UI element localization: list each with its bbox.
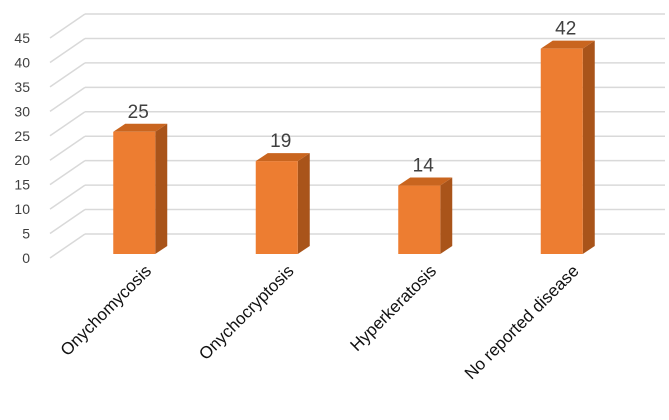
gridline-depth — [49, 62, 86, 88]
data-label: 19 — [270, 131, 291, 152]
category-label: No reported disease — [461, 261, 583, 383]
gridline-depth — [49, 37, 86, 64]
y-tick-label: 5 — [22, 226, 30, 242]
bar-side — [297, 153, 310, 254]
bar-top — [398, 177, 453, 186]
category-label: Onychomycosis — [57, 261, 155, 359]
x-axis-category-labels: Onychomycosis Onychocryptosis Hyperkeratos… — [57, 261, 583, 383]
y-tick-label: 40 — [14, 54, 30, 70]
data-labels: 25 19 14 42 — [128, 19, 577, 177]
data-label: 14 — [413, 156, 435, 177]
bar — [255, 161, 298, 254]
category-label: Onychocryptosis — [195, 261, 297, 363]
bar-top — [113, 123, 168, 132]
y-tick-label: 20 — [14, 152, 30, 168]
gridline-depth — [49, 111, 86, 137]
y-tick-label: 30 — [14, 103, 30, 119]
gridline-depth — [49, 135, 86, 161]
category-label: Hyperkeratosis — [346, 261, 440, 355]
y-tick-label: 10 — [14, 201, 30, 217]
bar — [398, 185, 441, 254]
gridline-depth — [49, 13, 86, 39]
bar-top — [540, 40, 595, 49]
bar-side — [582, 40, 595, 254]
bar — [540, 48, 583, 254]
bar-top — [255, 153, 310, 162]
gridline-depth — [49, 160, 86, 186]
data-label: 25 — [128, 102, 149, 123]
data-label: 42 — [555, 19, 576, 40]
gridline-depth — [49, 208, 86, 235]
bar-side — [155, 123, 168, 255]
gridline-depth — [49, 233, 86, 259]
y-tick-label: 0 — [22, 250, 30, 266]
gridline-depth — [49, 86, 86, 112]
y-tick-label: 35 — [14, 79, 30, 95]
gridline-depth — [49, 184, 86, 210]
y-tick-label: 15 — [14, 177, 30, 193]
bar — [113, 131, 156, 254]
y-tick-label: 45 — [14, 30, 30, 46]
y-axis-tick-labels: 0 5 10 15 20 25 30 35 40 45 — [14, 30, 30, 266]
bars — [113, 40, 595, 255]
y-tick-label: 25 — [14, 128, 30, 144]
bar-side — [440, 177, 453, 254]
